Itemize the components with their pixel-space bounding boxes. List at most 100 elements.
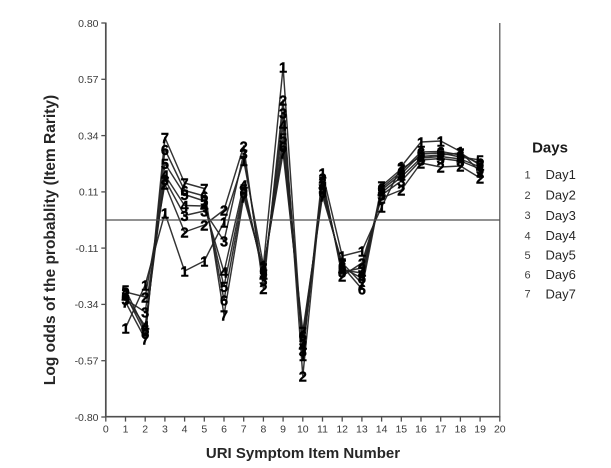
svg-text:5: 5 (378, 183, 386, 199)
svg-text:2: 2 (220, 203, 228, 219)
svg-text:Days: Days (532, 140, 568, 157)
svg-text:4: 4 (200, 199, 208, 215)
svg-text:4: 4 (181, 199, 189, 215)
svg-text:2: 2 (358, 256, 366, 272)
svg-text:1: 1 (524, 170, 530, 182)
svg-text:2: 2 (378, 191, 386, 207)
svg-text:2: 2 (121, 285, 129, 301)
svg-text:3: 3 (358, 261, 366, 277)
svg-text:6: 6 (456, 148, 464, 164)
svg-text:Day4: Day4 (546, 228, 576, 243)
svg-text:5: 5 (259, 266, 267, 282)
svg-text:6: 6 (299, 329, 307, 345)
svg-text:1: 1 (121, 321, 129, 337)
svg-text:Log odds of the probablity (It: Log odds of the probablity (Item Rarity) (42, 95, 59, 385)
svg-text:2: 2 (200, 218, 208, 234)
svg-text:0.11: 0.11 (79, 187, 99, 199)
svg-text:5: 5 (161, 157, 169, 173)
svg-text:5: 5 (299, 334, 307, 350)
svg-text:2: 2 (417, 156, 425, 172)
svg-text:10: 10 (297, 424, 309, 436)
svg-text:4: 4 (161, 168, 169, 184)
svg-text:4: 4 (141, 319, 149, 335)
svg-text:3: 3 (240, 147, 248, 163)
svg-text:5: 5 (279, 131, 287, 147)
svg-text:2: 2 (141, 290, 149, 306)
svg-text:7: 7 (476, 158, 484, 174)
svg-text:6: 6 (181, 184, 189, 200)
svg-text:6: 6 (397, 165, 405, 181)
svg-text:5: 5 (141, 323, 149, 339)
svg-text:7: 7 (318, 189, 326, 205)
svg-text:1: 1 (417, 135, 425, 151)
svg-text:4: 4 (476, 160, 484, 176)
svg-text:1: 1 (456, 145, 464, 161)
svg-text:3: 3 (299, 344, 307, 360)
svg-text:7: 7 (437, 148, 445, 164)
svg-text:18: 18 (455, 424, 467, 436)
svg-text:1: 1 (141, 278, 149, 294)
svg-text:5: 5 (201, 424, 207, 436)
svg-text:3: 3 (279, 106, 287, 122)
svg-text:7: 7 (417, 150, 425, 166)
svg-text:6: 6 (338, 259, 346, 275)
svg-text:7: 7 (161, 131, 169, 147)
svg-text:1: 1 (338, 249, 346, 265)
svg-text:6: 6 (141, 327, 149, 343)
svg-text:1: 1 (378, 200, 386, 216)
svg-text:4: 4 (338, 263, 346, 279)
svg-text:4: 4 (299, 339, 307, 355)
svg-text:7: 7 (241, 424, 247, 436)
svg-text:1: 1 (476, 165, 484, 181)
svg-text:4: 4 (182, 424, 188, 436)
svg-text:2: 2 (476, 171, 484, 187)
svg-text:1: 1 (161, 206, 169, 222)
svg-text:7: 7 (279, 146, 287, 162)
svg-text:3: 3 (318, 175, 326, 191)
svg-text:2: 2 (456, 159, 464, 175)
svg-text:5: 5 (476, 153, 484, 169)
svg-text:4: 4 (358, 266, 366, 282)
svg-text:6: 6 (476, 157, 484, 173)
svg-text:6: 6 (121, 288, 129, 304)
svg-text:4: 4 (417, 151, 425, 167)
svg-text:4: 4 (220, 265, 228, 281)
svg-text:3: 3 (397, 174, 405, 190)
svg-text:Day2: Day2 (546, 188, 576, 203)
svg-text:5: 5 (121, 283, 129, 299)
svg-text:1: 1 (299, 349, 307, 365)
svg-text:1: 1 (397, 160, 405, 176)
svg-text:9: 9 (280, 424, 286, 436)
svg-text:5: 5 (200, 194, 208, 210)
svg-text:Day7: Day7 (546, 286, 576, 301)
svg-text:7: 7 (397, 162, 405, 178)
svg-text:7: 7 (524, 289, 530, 301)
svg-text:5: 5 (220, 280, 228, 296)
svg-text:5: 5 (437, 146, 445, 162)
svg-text:7: 7 (240, 190, 248, 206)
svg-text:3: 3 (181, 209, 189, 225)
svg-text:0.80: 0.80 (78, 18, 99, 30)
svg-text:5: 5 (417, 147, 425, 163)
svg-text:3: 3 (121, 293, 129, 309)
svg-text:17: 17 (435, 424, 447, 436)
svg-text:4: 4 (397, 170, 405, 186)
svg-text:3: 3 (524, 210, 530, 222)
svg-text:15: 15 (395, 424, 407, 436)
svg-text:2: 2 (338, 269, 346, 285)
svg-text:3: 3 (338, 265, 346, 281)
svg-text:Day5: Day5 (546, 248, 576, 263)
svg-text:0: 0 (103, 424, 109, 436)
svg-text:3: 3 (476, 162, 484, 178)
svg-text:12: 12 (336, 424, 348, 436)
svg-text:4: 4 (456, 152, 464, 168)
svg-text:3: 3 (200, 204, 208, 220)
svg-text:1: 1 (220, 215, 228, 231)
svg-text:6: 6 (221, 424, 227, 436)
svg-text:7: 7 (456, 146, 464, 162)
svg-text:Day1: Day1 (546, 167, 576, 182)
svg-text:2: 2 (437, 160, 445, 176)
svg-text:6: 6 (318, 186, 326, 202)
svg-text:4: 4 (259, 269, 267, 285)
svg-text:6: 6 (358, 282, 366, 298)
